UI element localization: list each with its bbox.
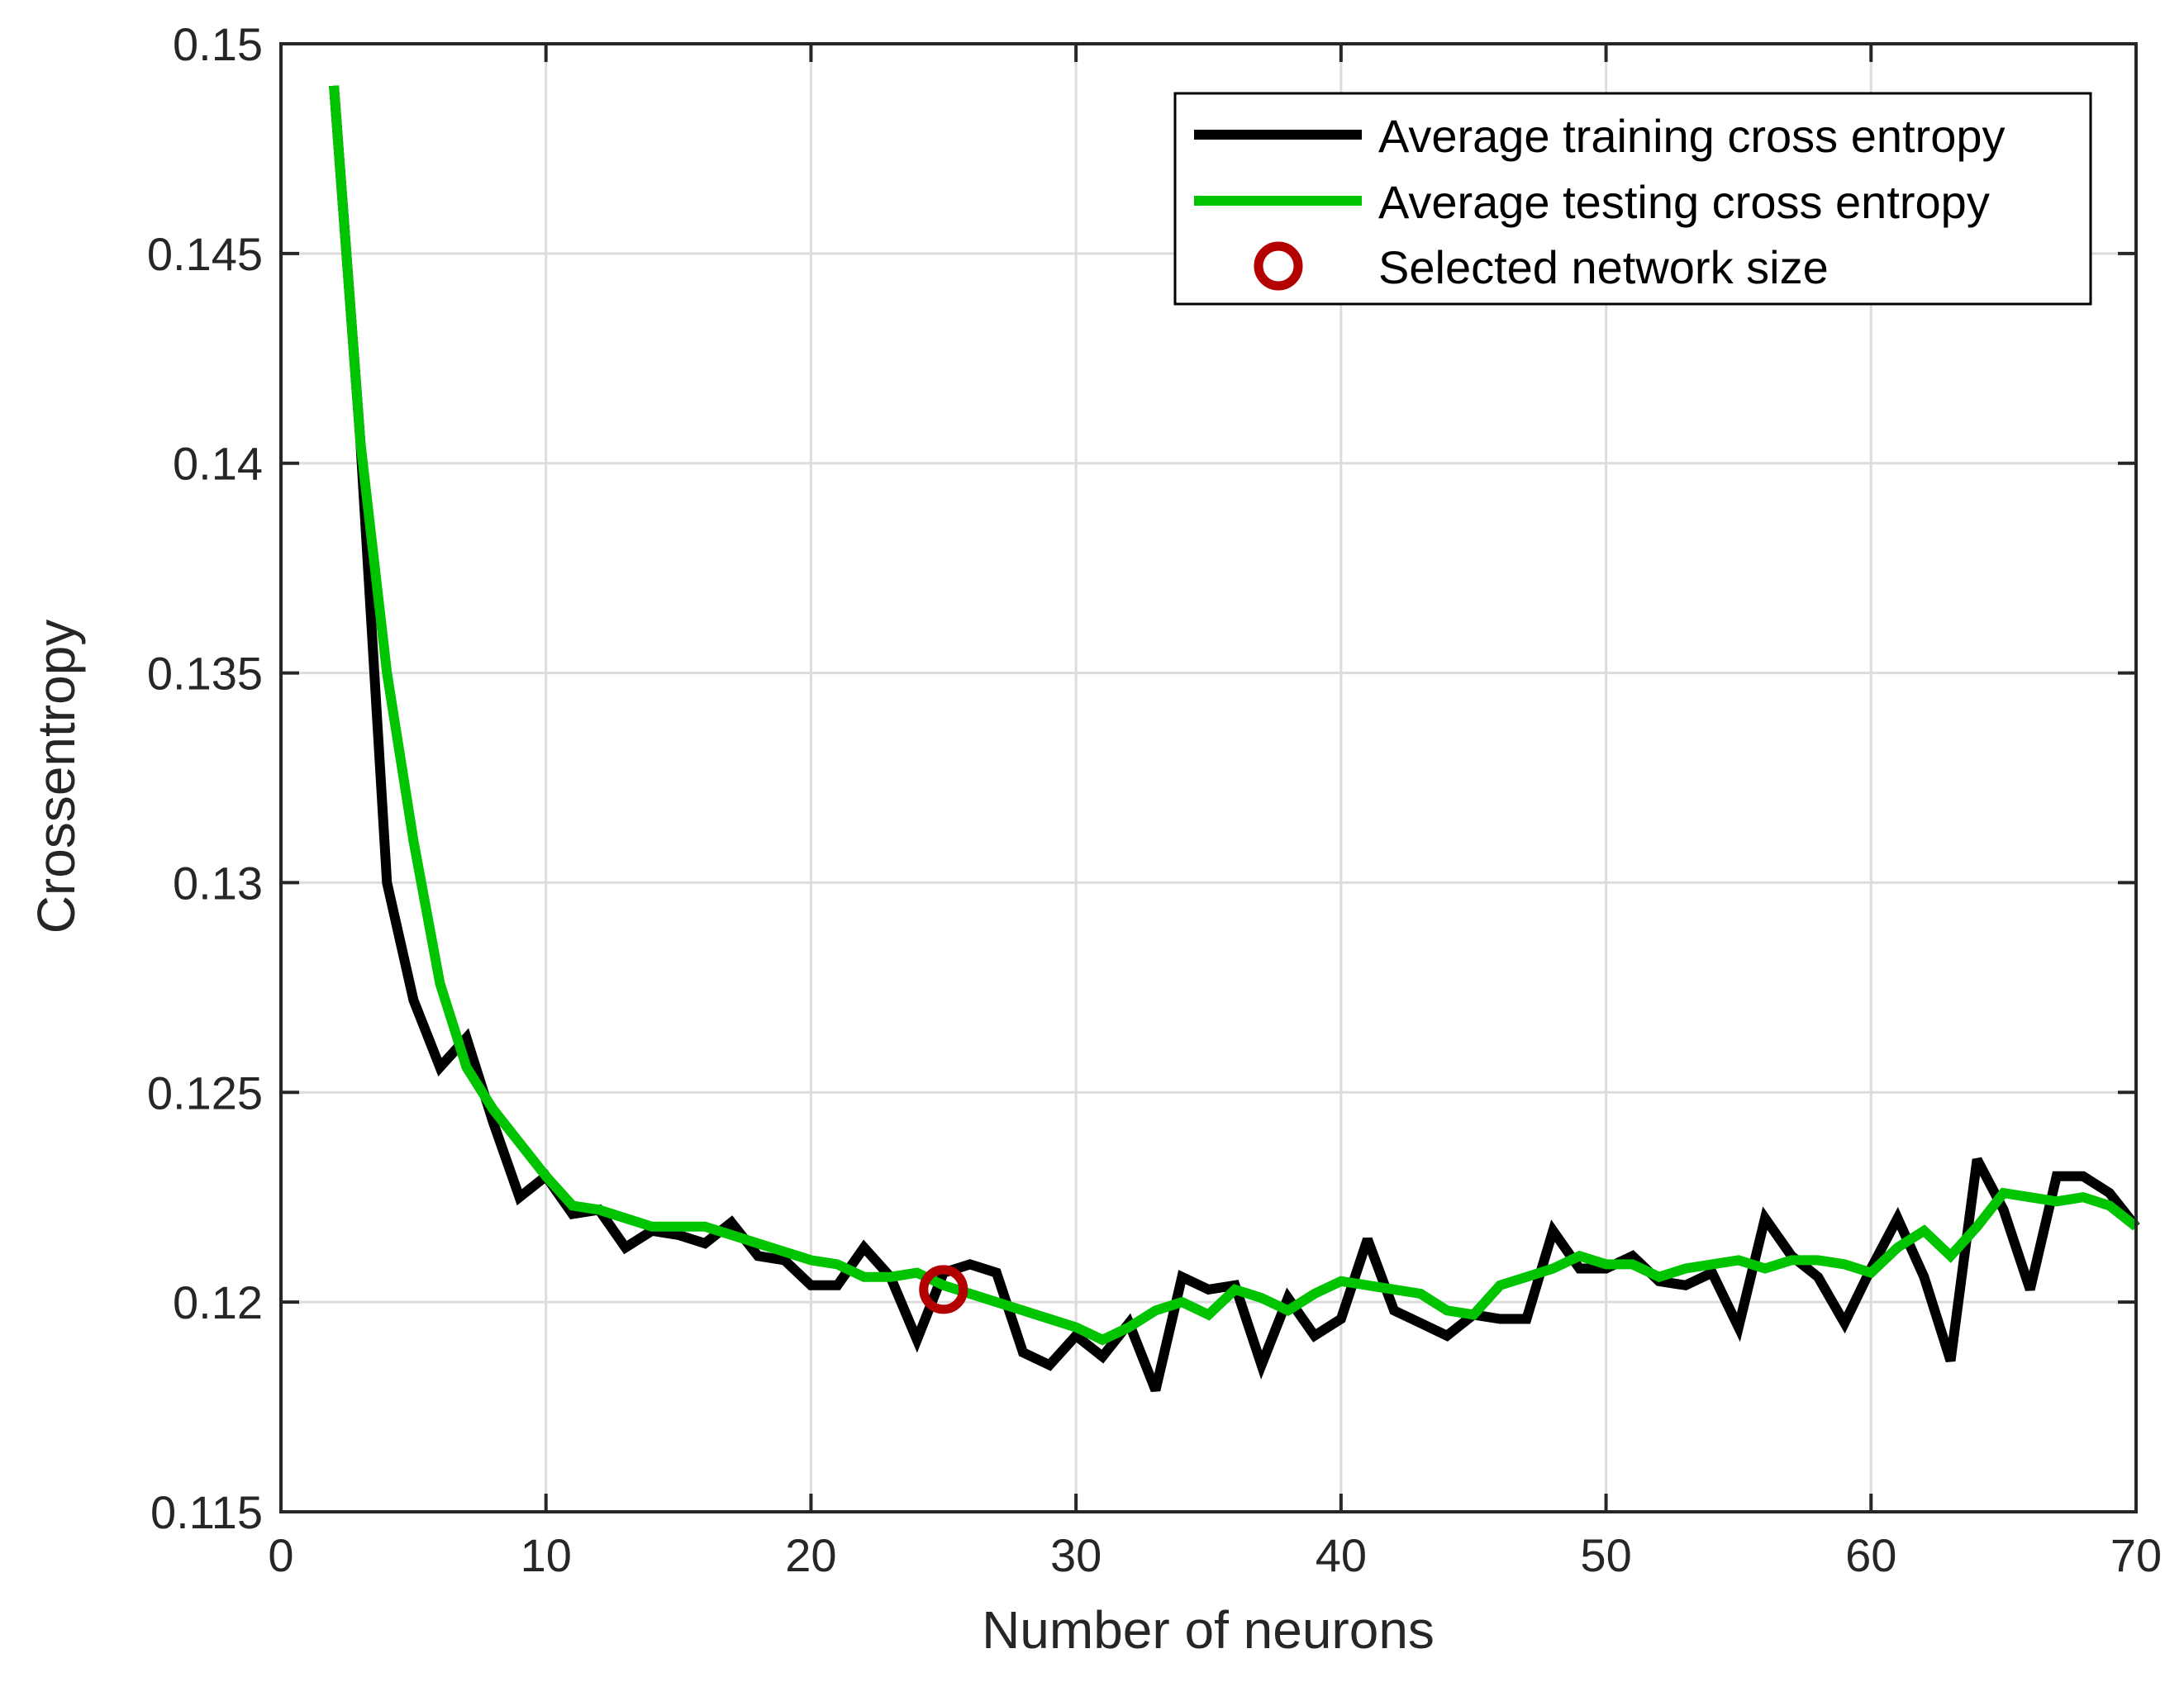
x-tick-label: 0 bbox=[268, 1529, 293, 1581]
selected-markers bbox=[919, 1265, 968, 1314]
x-axis-title: Number of neurons bbox=[982, 1600, 1435, 1660]
y-tick-label: 0.135 bbox=[147, 648, 263, 700]
legend-marker-selected bbox=[1254, 241, 1303, 291]
selected-network-size-marker bbox=[919, 1265, 968, 1314]
y-tick-label: 0.15 bbox=[173, 18, 263, 70]
legend-label-training: Average training cross entropy bbox=[1378, 110, 2006, 162]
x-tick-label: 20 bbox=[785, 1529, 836, 1581]
axis-tick-labels: 0 10 20 30 40 50 60 70 0.115 0.12 0.125 0.13 0.135 0.… bbox=[147, 18, 2162, 1581]
y-axis-title: Crossentropy bbox=[26, 620, 86, 934]
x-tick-label: 30 bbox=[1050, 1529, 1102, 1581]
legend-label-selected: Selected network size bbox=[1378, 241, 1829, 293]
series-lines bbox=[329, 85, 2140, 1393]
y-tick-label: 0.14 bbox=[173, 438, 263, 490]
y-tick-label: 0.145 bbox=[147, 228, 263, 280]
x-tick-label: 40 bbox=[1316, 1529, 1367, 1581]
legend-label-testing: Average testing cross entropy bbox=[1378, 176, 1990, 228]
axis-ticks bbox=[279, 42, 2138, 1513]
x-tick-label: 10 bbox=[521, 1529, 572, 1581]
y-tick-label: 0.115 bbox=[150, 1486, 263, 1538]
y-tick-label: 0.125 bbox=[147, 1067, 263, 1119]
x-tick-label: 70 bbox=[2110, 1529, 2162, 1581]
x-tick-label: 60 bbox=[1845, 1529, 1896, 1581]
legend: Average training cross entropy Average t… bbox=[1173, 92, 2092, 306]
testing-series-line bbox=[329, 85, 2139, 1346]
plot-area-frame bbox=[279, 42, 2138, 1513]
y-tick-label: 0.13 bbox=[173, 857, 263, 909]
x-tick-label: 50 bbox=[1580, 1529, 1631, 1581]
y-tick-label: 0.12 bbox=[173, 1276, 263, 1328]
